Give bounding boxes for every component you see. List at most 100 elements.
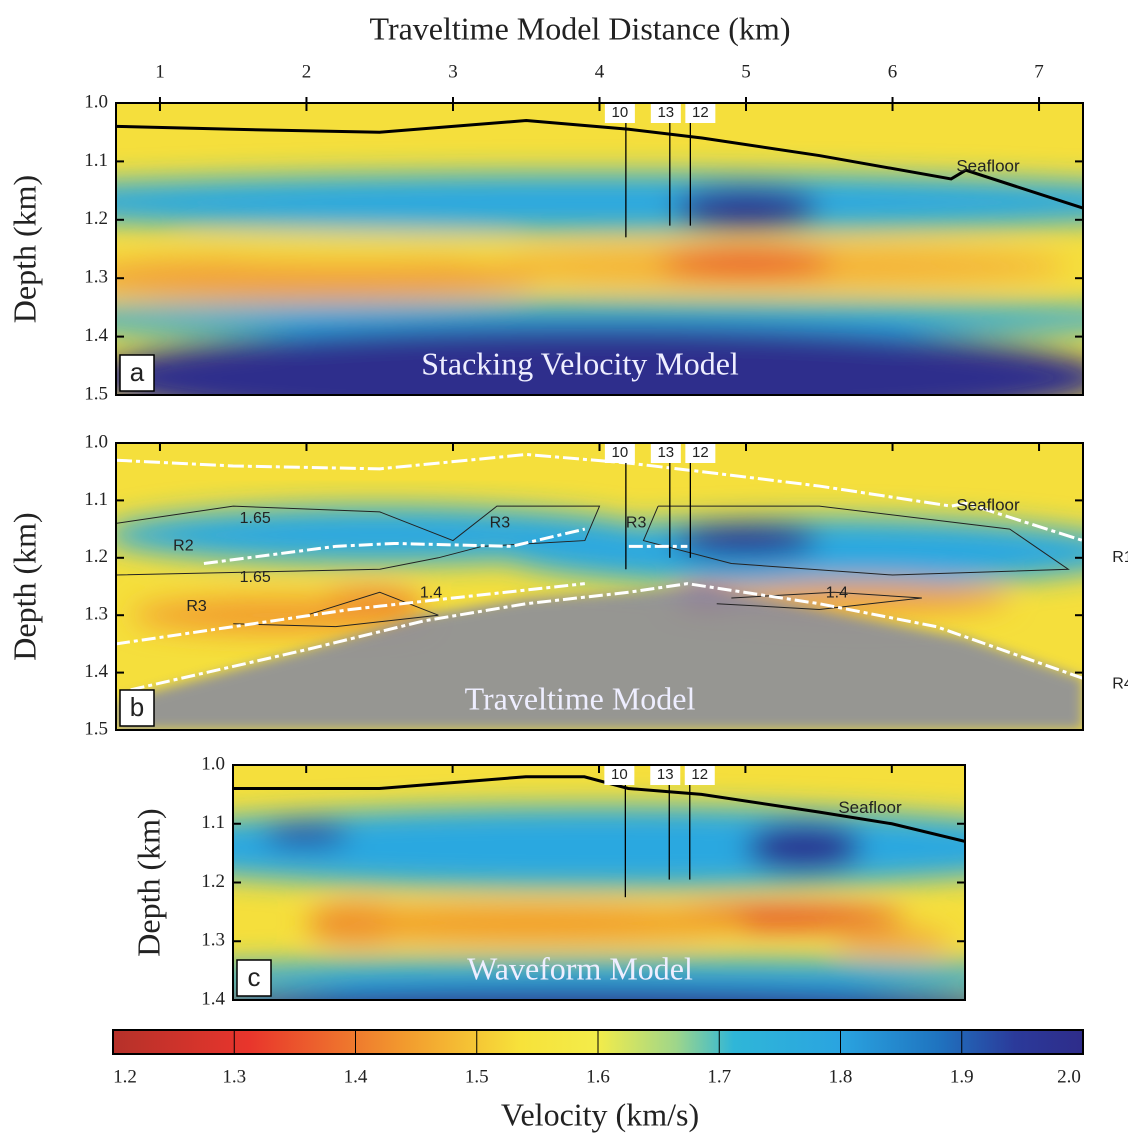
colorbar-tick-label: 1.6 <box>586 1066 610 1087</box>
annotation: R3 <box>186 598 207 615</box>
velocity-blob <box>672 187 820 229</box>
well-label: 13 <box>657 104 674 121</box>
feature-label: Seafloor <box>956 496 1020 515</box>
basement-overlay <box>116 586 1083 730</box>
well-label: 13 <box>657 444 674 461</box>
panel-letter-box <box>119 354 155 392</box>
velocity-blob <box>497 517 1083 587</box>
y-tick-label: 1.4 <box>201 988 225 1009</box>
contour-line <box>716 591 922 610</box>
colorbar-tick-label: 1.8 <box>829 1066 853 1087</box>
reflector <box>203 527 586 566</box>
x-tick-label: 5 <box>741 61 751 82</box>
colorbar-tick-label: 1.4 <box>344 1066 368 1087</box>
annotation: 1.65 <box>240 510 271 527</box>
velocity-blob <box>672 523 820 558</box>
y-tick-label: 1.4 <box>84 325 108 346</box>
colorbar-title: Velocity (km/s) <box>501 1096 699 1132</box>
x-axis-title: Traveltime Model Distance (km) <box>370 10 791 46</box>
well-label-box <box>684 763 715 785</box>
velocity-blob <box>262 823 351 848</box>
y-tick-label: 1.1 <box>84 150 108 171</box>
panel-title: Traveltime Model <box>465 680 696 716</box>
velocity-field <box>233 806 965 1000</box>
annotation: R2 <box>173 538 194 555</box>
annotation: R4 <box>1112 675 1128 692</box>
y-axis-title: Depth (km) <box>130 808 166 956</box>
y-tick-label: 1.3 <box>201 930 225 951</box>
velocity-blob <box>833 929 951 953</box>
velocity-field <box>116 173 1083 395</box>
contour-line <box>116 505 601 576</box>
y-tick-label: 1.1 <box>84 489 108 510</box>
panel-letter-box <box>119 689 155 727</box>
heatmap: Seafloor <box>233 765 965 1000</box>
velocity-blob <box>658 251 834 276</box>
y-tick-label: 1.3 <box>84 267 108 288</box>
panel-title: Stacking Velocity Model <box>421 345 739 381</box>
y-axis-title: Depth (km) <box>6 512 42 660</box>
y-tick-label: 1.0 <box>201 753 225 774</box>
colorbar-tick-label: 1.9 <box>950 1066 974 1087</box>
y-tick-label: 1.4 <box>84 661 108 682</box>
reflector <box>116 582 586 646</box>
velocity-blob <box>116 173 1083 232</box>
well-label: 12 <box>692 104 709 121</box>
annotation: R1 <box>1112 549 1128 566</box>
panel-letter: a <box>130 357 145 387</box>
velocity-blob <box>116 324 1083 395</box>
y-tick-label: 1.2 <box>201 871 225 892</box>
feature-label: Seafloor <box>838 798 902 817</box>
colorbar-tick-label: 1.5 <box>465 1066 489 1087</box>
panel-letter: b <box>130 692 144 722</box>
velocity-blob <box>306 906 746 942</box>
well-label-box <box>650 441 681 463</box>
seafloor-line <box>116 119 1083 210</box>
heatmap: Seafloor 1.65 1.65 1.4 1.4 R2 R3 R3 R3 <box>116 443 1083 730</box>
panel-letter: c <box>248 962 261 992</box>
velocity-blob <box>130 597 424 633</box>
y-tick-label: 1.0 <box>84 91 108 112</box>
well-label-box <box>685 101 716 123</box>
y-tick-label: 1.1 <box>201 812 225 833</box>
y-axis-title: Depth (km) <box>6 175 42 323</box>
well-label-box <box>604 763 635 785</box>
panel-letter-box <box>236 959 272 997</box>
x-tick-label: 1 <box>155 61 165 82</box>
velocity-blob <box>233 988 965 1000</box>
y-tick-label: 1.5 <box>84 718 108 739</box>
seafloor-line <box>116 452 1083 543</box>
panel-title: Waveform Model <box>467 950 693 986</box>
x-tick-label: 6 <box>888 61 898 82</box>
velocity-blob <box>116 301 1083 337</box>
annotation: 1.4 <box>826 585 848 602</box>
velocity-blob <box>174 237 527 261</box>
colorbar-tick-label: 1.2 <box>113 1066 137 1087</box>
y-tick-label: 1.2 <box>84 546 108 567</box>
well-label-box <box>650 763 681 785</box>
x-tick-label: 4 <box>595 61 605 82</box>
x-tick-label: 2 <box>302 61 312 82</box>
x-tick-label: 7 <box>1034 61 1044 82</box>
x-tick-label: 3 <box>448 61 458 82</box>
contour-line <box>233 591 439 628</box>
colorbar-tick-label: 1.3 <box>222 1066 246 1087</box>
well-label: 13 <box>657 766 674 783</box>
well-label-box <box>604 441 635 463</box>
well-label-box <box>604 101 635 123</box>
well-label: 10 <box>612 444 629 461</box>
feature-label: Seafloor <box>956 157 1020 176</box>
reflector <box>130 582 1083 692</box>
well-label: 10 <box>611 766 628 783</box>
y-tick-label: 1.2 <box>84 208 108 229</box>
velocity-blob <box>116 254 541 302</box>
well-label-box <box>685 441 716 463</box>
y-tick-label: 1.0 <box>84 431 108 452</box>
colorbar-tick-label: 2.0 <box>1057 1066 1081 1087</box>
well-label-box <box>650 101 681 123</box>
contour-line <box>642 505 1070 576</box>
well-label: 10 <box>612 104 629 121</box>
annotation: R3 <box>626 515 647 532</box>
y-tick-label: 1.3 <box>84 604 108 625</box>
annotation: 1.65 <box>240 569 271 586</box>
